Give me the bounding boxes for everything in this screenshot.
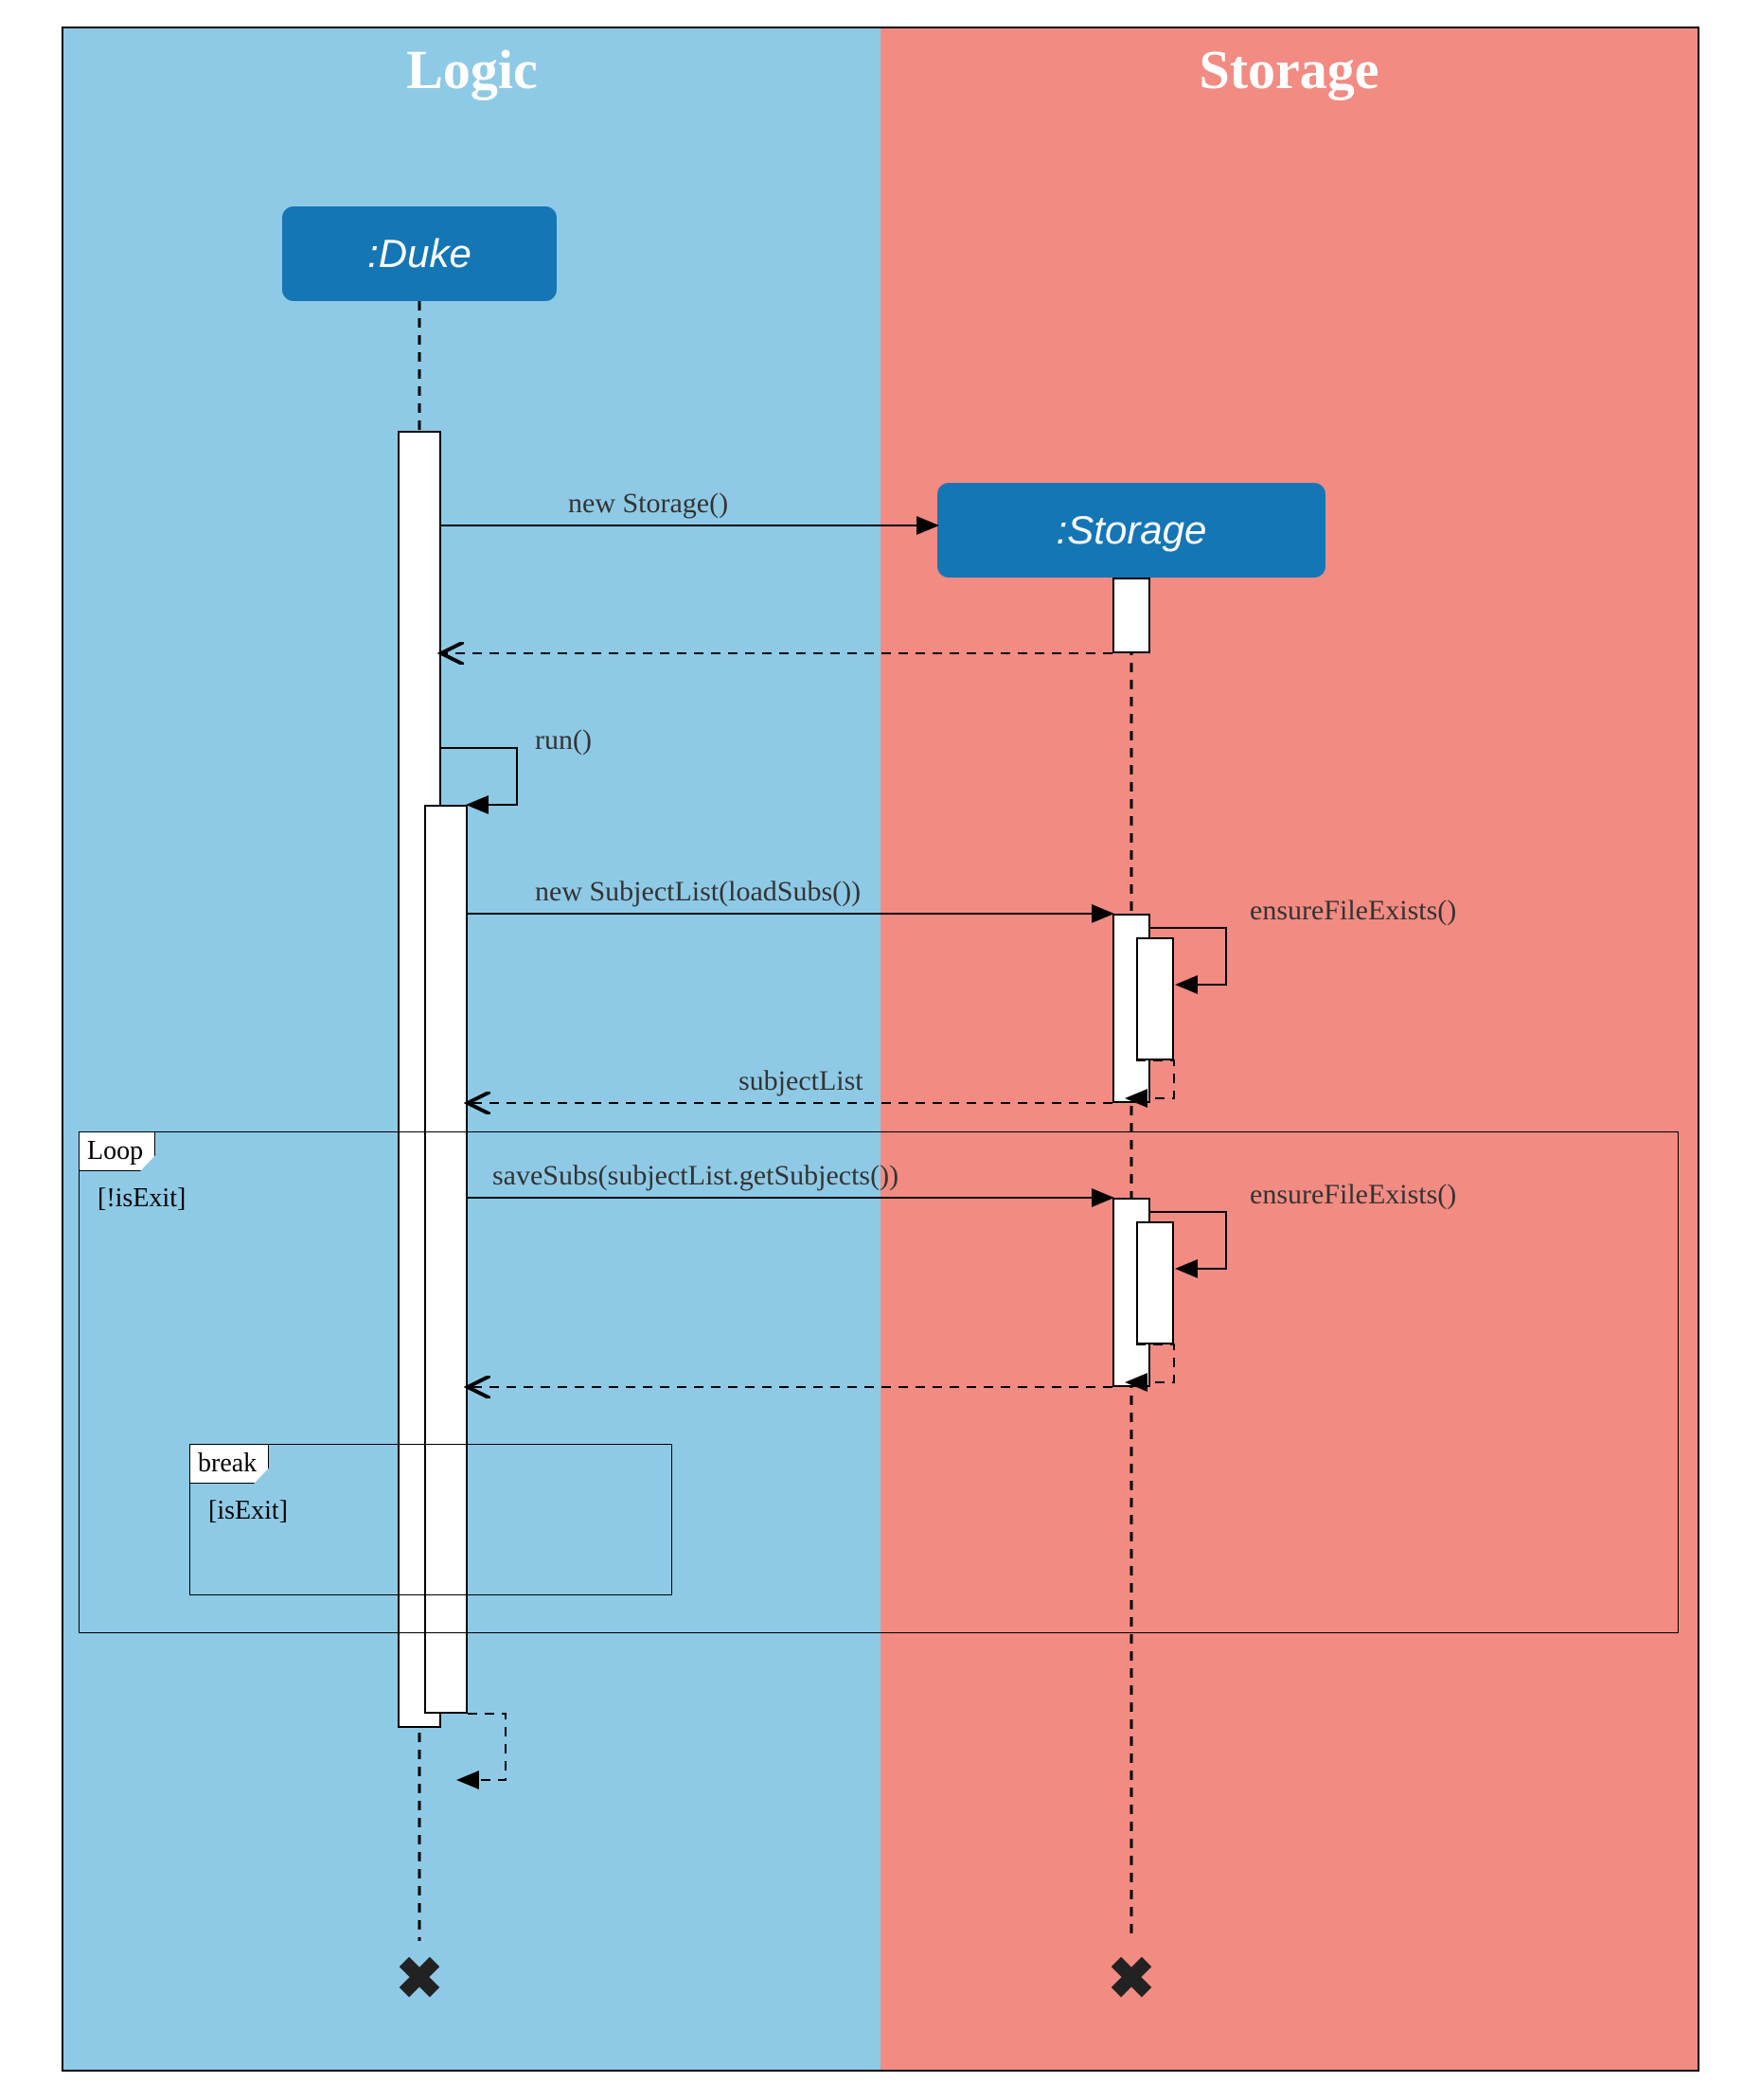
swimlane-header-logic: Logic — [63, 38, 880, 101]
swimlane-header-storage: Storage — [880, 38, 1698, 101]
message-label: run() — [535, 724, 592, 756]
participant-duke: :Duke — [282, 206, 557, 301]
participant-storage: :Storage — [937, 483, 1325, 578]
message-label: subjectList — [738, 1065, 863, 1097]
fragment-guard: [isExit] — [208, 1496, 288, 1526]
fragment-tag: Loop — [79, 1131, 155, 1171]
swimlane-logic: Logic — [63, 28, 880, 2070]
message-label: new Storage() — [568, 488, 728, 520]
termination-icon: ✖ — [1108, 1946, 1155, 2012]
fragment-tag: break — [189, 1444, 269, 1484]
fragment-guard: [!isExit] — [98, 1183, 186, 1214]
swimlane-storage: Storage — [880, 28, 1698, 2070]
termination-icon: ✖ — [396, 1946, 443, 2012]
message-label: new SubjectList(loadSubs()) — [535, 876, 861, 908]
activation-storage-load2 — [1136, 937, 1174, 1060]
activation-storage-ctor — [1112, 578, 1150, 653]
message-label: ensureFileExists() — [1250, 895, 1456, 927]
diagram-canvas: LogicStorage :Duke :Storage new Storage() ru… — [0, 0, 1761, 2100]
